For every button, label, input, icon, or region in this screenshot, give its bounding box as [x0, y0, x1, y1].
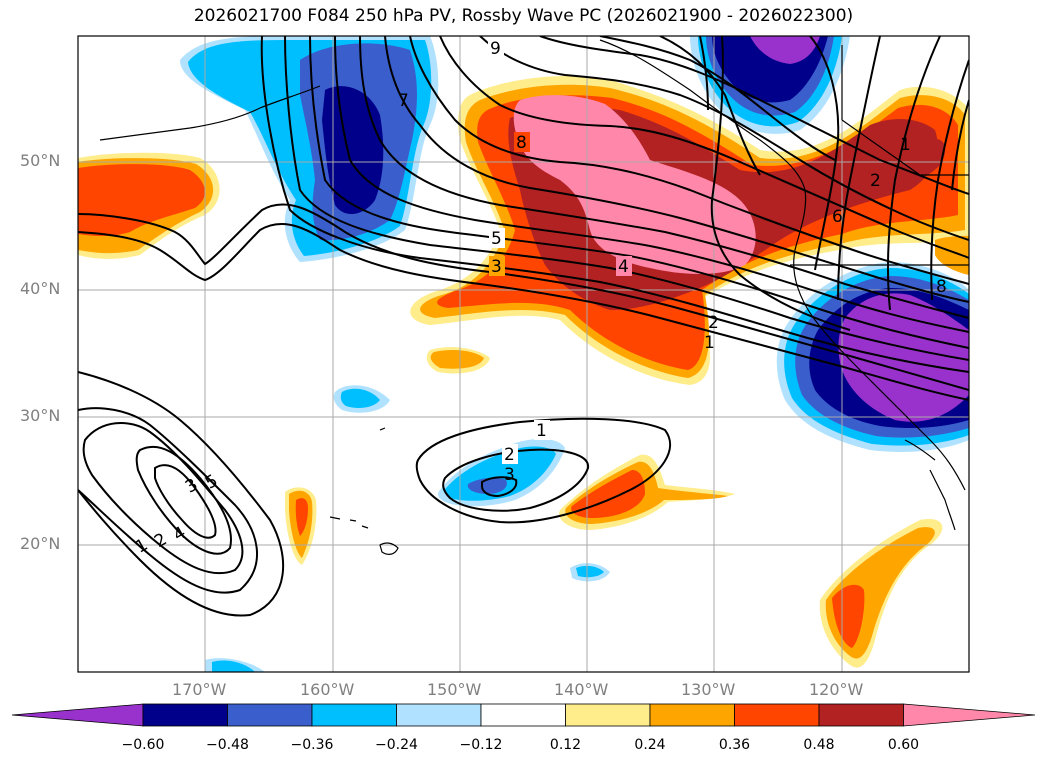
contour-label: 2 [708, 313, 719, 333]
negative-trough-anomaly [180, 36, 439, 262]
positive-patch [430, 350, 484, 369]
colorbar-segment [311, 703, 397, 727]
negative-patch [467, 477, 507, 494]
contour-label: 1 [704, 333, 715, 353]
lat-label-30n: 30°N [20, 406, 61, 425]
positive-patch [295, 498, 308, 536]
contour-label: 8 [936, 277, 947, 297]
colorbar-segment [565, 703, 651, 727]
colorbar-tick-label: −0.48 [206, 737, 249, 753]
colorbar-tick-label: 0.48 [803, 737, 835, 753]
contour-label: 3 [504, 465, 515, 485]
positive-patch [571, 470, 645, 518]
contour-label: 9 [490, 39, 501, 59]
shaded-anomalies: 9 8 7 6 5 4 3 2 1 1 2 3 1 2 3 4 5 8 2 1 [78, 36, 969, 672]
lat-label-50n: 50°N [20, 151, 61, 170]
colorbar-segment [227, 703, 313, 727]
lon-label-160w: 160°W [300, 680, 355, 699]
colorbar-tick-label: −0.24 [375, 737, 418, 753]
colorbar-tick-label: 0.36 [718, 737, 751, 753]
contour-label: 6 [832, 207, 843, 227]
contour-label: 4 [618, 257, 629, 277]
map-frame [77, 35, 970, 673]
colorbar-tick-label: −0.60 [121, 737, 165, 753]
colorbar-tick-label: −0.12 [459, 737, 503, 753]
contour-label: 1 [900, 135, 911, 155]
colorbar-segment [480, 703, 566, 727]
colorbar-tick-label: 0.60 [887, 737, 920, 753]
lon-label-120w: 120°W [809, 680, 864, 699]
west-positive-anomaly [78, 152, 220, 259]
colorbar-tick-label: −0.36 [290, 737, 334, 753]
positive-patch [832, 584, 865, 648]
lat-label-40n: 40°N [20, 279, 61, 298]
colorbar-segment [396, 703, 482, 727]
contour-label: 1 [536, 421, 547, 441]
rossby-contours [78, 36, 969, 617]
contour-label: 2 [870, 171, 881, 191]
colorbar-segment [649, 703, 735, 727]
colorbar-segment [142, 703, 228, 727]
contour-label: 5 [491, 229, 502, 249]
lat-label-20n: 20°N [20, 534, 61, 553]
colorbar [11, 703, 1036, 727]
colorbar-segment [818, 703, 904, 727]
contour-label: 2 [504, 445, 515, 465]
colorbar-extend-low [11, 703, 144, 727]
contour-label: 3 [491, 257, 502, 277]
lon-label-140w: 140°W [554, 680, 609, 699]
map-title: 2026021700 F084 250 hPa PV, Rossby Wave … [193, 6, 854, 26]
colorbar-extend-high [903, 703, 1036, 727]
lon-label-130w: 130°W [681, 680, 736, 699]
contour-label: 7 [398, 91, 409, 111]
contour-label: 8 [516, 133, 527, 153]
colorbar-segment [734, 703, 820, 727]
negative-patch [340, 388, 380, 408]
negative-patch [576, 565, 604, 578]
colorbar-tick-label: 0.12 [549, 737, 582, 753]
lon-label-170w: 170°W [172, 680, 227, 699]
negative-patch [212, 660, 255, 672]
colorbar-tick-label: 0.24 [634, 737, 666, 753]
lon-label-150w: 150°W [427, 680, 482, 699]
